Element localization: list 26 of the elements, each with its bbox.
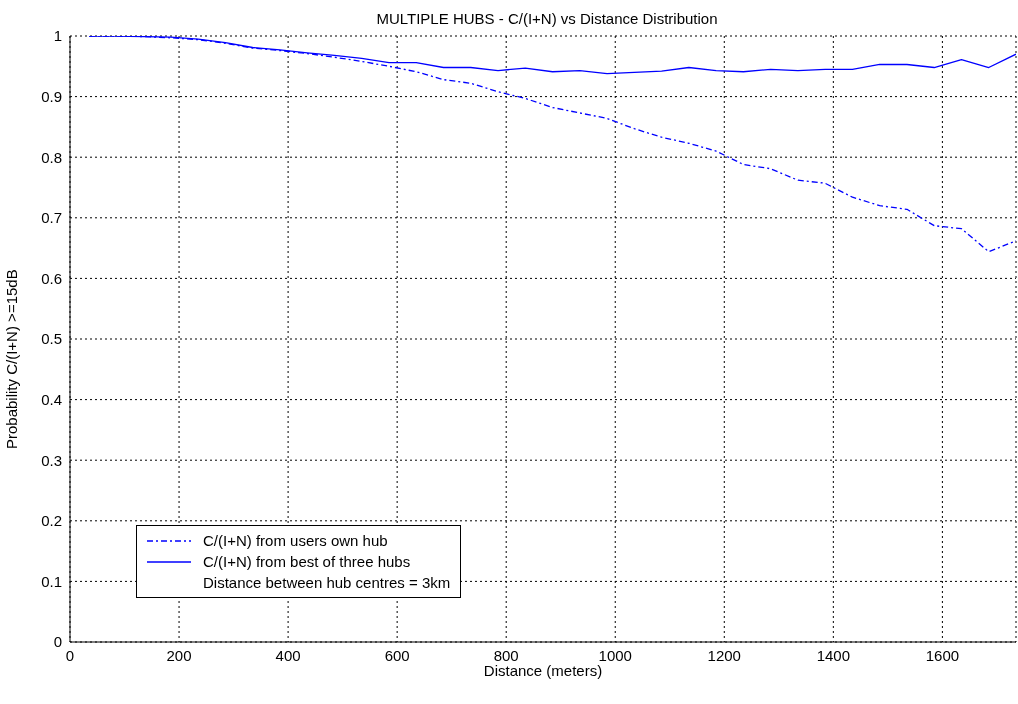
- y-tick-label: 0.7: [41, 209, 62, 227]
- y-tick-label: 0.4: [41, 390, 62, 408]
- y-tick-label: 0: [53, 633, 62, 651]
- annotation: Distance between hub centres = 3km: [202, 573, 451, 593]
- y-tick-label: 1: [53, 27, 62, 45]
- x-tick-label: 0: [65, 646, 75, 664]
- x-axis-title: Distance (meters): [483, 662, 603, 679]
- y-tick-label: 0.9: [41, 87, 62, 105]
- x-tick-label: 1600: [925, 646, 960, 664]
- x-tick-label: 800: [493, 646, 519, 664]
- y-tick-label: 0.2: [41, 512, 62, 530]
- y-tick-label: 0.5: [41, 330, 62, 348]
- x-tick-label: 1200: [707, 646, 741, 664]
- x-tick-label: 400: [275, 646, 301, 664]
- y-tick-label: 0.3: [41, 451, 62, 469]
- y-axis-title: Probability C/(I+N) >=15dB: [3, 269, 21, 449]
- legend-label: C/(I+N) from best of three hubs: [203, 552, 411, 572]
- x-tick-label: 1400: [816, 646, 851, 664]
- y-tick-label: 0.6: [41, 269, 62, 287]
- x-tick-label: 200: [166, 646, 192, 664]
- y-tick-label: 0.1: [41, 572, 62, 590]
- x-tick-label: 600: [384, 646, 410, 664]
- x-tick-label: 1000: [598, 646, 632, 664]
- chart-title: MULTIPLE HUBS - C/(I+N) vs Distance Distribution: [375, 10, 719, 27]
- legend-label: C/(I+N) from users own hub: [203, 531, 388, 551]
- y-tick-label: 0.8: [41, 148, 62, 166]
